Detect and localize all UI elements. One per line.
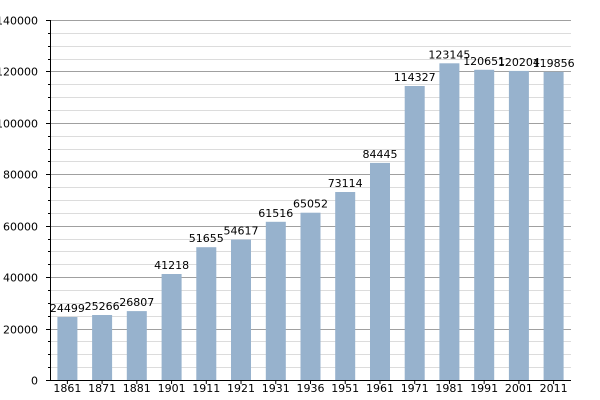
bar-value-label: 120204 xyxy=(498,56,540,69)
bar xyxy=(335,192,356,380)
axis-layer xyxy=(46,20,571,384)
y-tick-label: 80000 xyxy=(3,169,38,182)
x-tick-label: 1861 xyxy=(53,382,81,395)
y-tick-label: 40000 xyxy=(3,272,38,285)
bar-value-label: 84445 xyxy=(363,148,398,161)
x-tick-label: 1921 xyxy=(227,382,255,395)
x-tick-label: 2011 xyxy=(540,382,568,395)
x-tick-label: 1931 xyxy=(262,382,290,395)
y-tick-label: 100000 xyxy=(0,118,38,131)
bar xyxy=(439,63,460,381)
x-tick-label: 1991 xyxy=(470,382,498,395)
bar xyxy=(161,274,182,380)
x-tick-label: 1981 xyxy=(435,382,463,395)
bar-value-label: 123145 xyxy=(428,48,470,61)
bar xyxy=(300,212,321,380)
x-tick-label: 1951 xyxy=(331,382,359,395)
bar-value-label: 51655 xyxy=(189,232,224,245)
bar-value-label: 24499 xyxy=(50,302,85,315)
bars-layer xyxy=(57,63,564,381)
bar-value-label: 61516 xyxy=(258,207,293,220)
bar xyxy=(508,70,529,381)
bar-value-label: 120651 xyxy=(463,55,505,68)
y-tick-label: 20000 xyxy=(3,324,38,337)
x-tick-label: 2001 xyxy=(505,382,533,395)
bar xyxy=(543,71,564,381)
bar xyxy=(92,315,113,380)
y-tick-label: 120000 xyxy=(0,66,38,79)
bar xyxy=(370,162,390,380)
x-tick-label: 1901 xyxy=(158,382,186,395)
bar-value-label: 119856 xyxy=(533,57,575,70)
bar xyxy=(404,86,425,380)
bar-value-label: 54617 xyxy=(224,225,259,238)
bar xyxy=(474,69,495,381)
bar-value-label: 73114 xyxy=(328,177,363,190)
x-tick-label: 1871 xyxy=(88,382,116,395)
x-tick-label: 1881 xyxy=(123,382,151,395)
y-tick-label: 60000 xyxy=(3,221,38,234)
bar xyxy=(231,239,251,380)
bar xyxy=(196,247,217,380)
y-tick-label: 0 xyxy=(31,375,38,388)
x-tick-label: 1961 xyxy=(366,382,394,395)
bar-value-label: 41218 xyxy=(154,259,189,272)
bar xyxy=(126,311,147,380)
x-tick-label: 1936 xyxy=(297,382,325,395)
bar-value-label: 65052 xyxy=(293,198,328,211)
bar-value-label: 25266 xyxy=(85,300,120,313)
bar-value-label: 114327 xyxy=(394,71,436,84)
bar xyxy=(265,221,286,380)
x-tick-label: 1971 xyxy=(401,382,429,395)
bar-value-label: 26807 xyxy=(119,296,154,309)
bar xyxy=(57,317,78,380)
labels-layer: 0 20000 40000 60000 80000 100000 120000 140000 1… xyxy=(0,15,575,396)
x-tick-label: 1911 xyxy=(192,382,220,395)
y-tick-label: 140000 xyxy=(0,15,38,28)
